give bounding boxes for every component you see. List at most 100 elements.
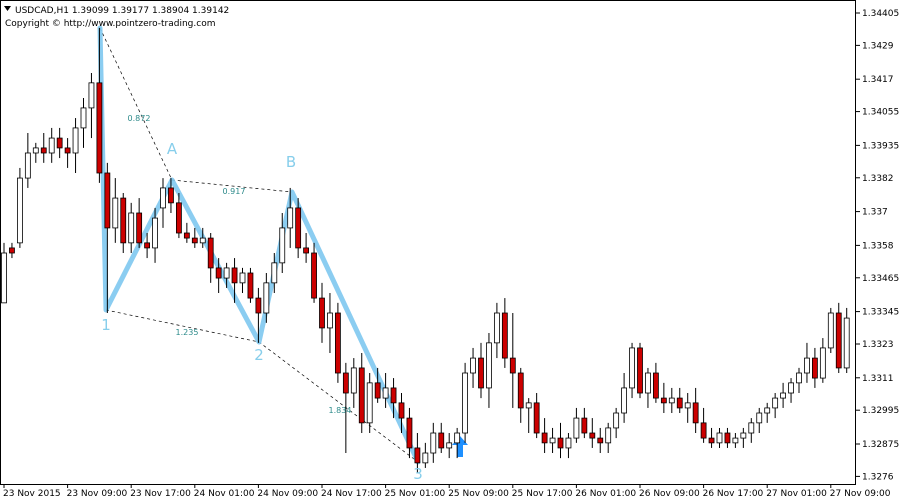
candle-body — [605, 427, 612, 444]
candle-body — [509, 357, 516, 374]
candle-body — [128, 212, 135, 244]
candle-body — [422, 452, 429, 464]
candle-body — [541, 432, 548, 444]
candle-body — [327, 312, 333, 329]
y-tick-label: 1.3276 — [862, 472, 894, 482]
candle-body — [533, 402, 540, 434]
candle-body — [597, 437, 604, 444]
pattern-line — [97, 25, 421, 465]
y-tick-label: 1.33465 — [862, 274, 899, 284]
candle-body — [303, 247, 310, 254]
x-tick-label: 24 Nov 17:00 — [321, 489, 382, 499]
candle-body — [796, 372, 802, 384]
candle-body — [263, 282, 270, 314]
candle-body — [637, 347, 643, 394]
y-tick-label: 1.3382 — [862, 174, 894, 184]
candle-body — [271, 262, 278, 284]
candle-body — [231, 267, 238, 284]
candle-body — [152, 217, 158, 249]
candle-body — [183, 232, 190, 239]
candle-body — [175, 202, 182, 234]
x-tick-label: 23 Nov 17:00 — [130, 489, 191, 499]
menu-triangle — [4, 6, 11, 11]
candle-body — [215, 267, 222, 279]
candle-body — [573, 417, 580, 439]
candle-body — [24, 152, 31, 179]
ratio-label: 0.917 — [223, 187, 246, 196]
candle-body — [772, 397, 779, 409]
candle-body — [207, 237, 214, 269]
candle-body — [486, 342, 492, 389]
candle-body — [764, 407, 771, 414]
candle-body — [350, 367, 357, 394]
candle-body — [64, 147, 71, 154]
y-tick-label: 1.33935 — [862, 141, 899, 151]
candle-body — [398, 402, 405, 419]
candle-body — [80, 107, 87, 129]
candle-body — [819, 347, 826, 379]
candle-body — [438, 432, 445, 449]
candle-body — [780, 392, 786, 399]
copyright: Copyright © http://www.pointzero-trading… — [5, 19, 215, 29]
x-tick-label: 26 Nov 01:00 — [575, 489, 636, 499]
candle-body — [843, 317, 850, 369]
y-tick-label: 1.34405 — [862, 9, 899, 19]
candle-body — [565, 437, 572, 449]
candle-body — [470, 357, 476, 374]
candle-body — [557, 437, 564, 449]
candle-body — [732, 437, 739, 444]
candle-body — [549, 437, 556, 444]
candle-body — [223, 267, 230, 279]
candle-body — [48, 137, 55, 154]
ratio-label: 1.834 — [329, 406, 352, 415]
candle-body — [334, 312, 341, 374]
symbol-line: USDCAD,H1 1.39099 1.39177 1.38904 1.3914… — [15, 6, 229, 16]
candle-body — [168, 187, 174, 204]
candle-body — [684, 402, 691, 409]
candle-body — [621, 387, 627, 414]
candle-body — [716, 432, 723, 444]
candle-body — [525, 402, 532, 409]
candle-body — [804, 357, 810, 374]
x-tick-label: 27 Nov 09:00 — [830, 489, 891, 499]
x-tick-label: 24 Nov 09:00 — [257, 489, 318, 499]
x-tick-label: 23 Nov 09:00 — [67, 489, 128, 499]
candle-body — [287, 207, 294, 229]
candle-body — [827, 312, 834, 349]
x-tick-label: 23 Nov 2015 — [3, 489, 61, 499]
candle-body — [1, 252, 7, 304]
candle-body — [9, 247, 15, 254]
ratio-label: 0.872 — [128, 114, 151, 123]
candle-body — [191, 237, 198, 244]
pattern-label: A — [167, 140, 178, 158]
candle-body — [120, 197, 127, 244]
candle-body — [406, 417, 413, 449]
candle-body — [16, 177, 23, 244]
candle-body — [446, 442, 453, 449]
y-tick-label: 1.337 — [862, 208, 888, 218]
candle-body — [144, 242, 151, 249]
y-tick-label: 1.33345 — [862, 308, 899, 318]
candle-body — [311, 252, 317, 299]
candle-body — [136, 212, 143, 244]
candle-body — [319, 297, 325, 329]
pattern-dashed — [99, 27, 293, 193]
candle-body — [629, 347, 635, 389]
x-tick-label: 25 Nov 01:00 — [385, 489, 446, 499]
candle-body — [247, 272, 254, 299]
candle-body — [676, 397, 683, 409]
candle-body — [199, 237, 206, 244]
candle-body — [358, 367, 365, 424]
candle-body — [72, 127, 79, 154]
candle-body — [40, 147, 47, 154]
x-tick-label: 27 Nov 01:00 — [766, 489, 827, 499]
x-tick-label: 26 Nov 17:00 — [703, 489, 764, 499]
candle-body — [478, 357, 484, 389]
pattern-label: 1 — [101, 316, 111, 334]
ratio-label: 1.235 — [176, 328, 199, 337]
candle-body — [56, 137, 63, 149]
x-tick-label: 26 Nov 09:00 — [639, 489, 700, 499]
y-tick-label: 1.32995 — [862, 406, 899, 416]
candle-body — [104, 172, 111, 229]
candle-body — [279, 227, 286, 264]
